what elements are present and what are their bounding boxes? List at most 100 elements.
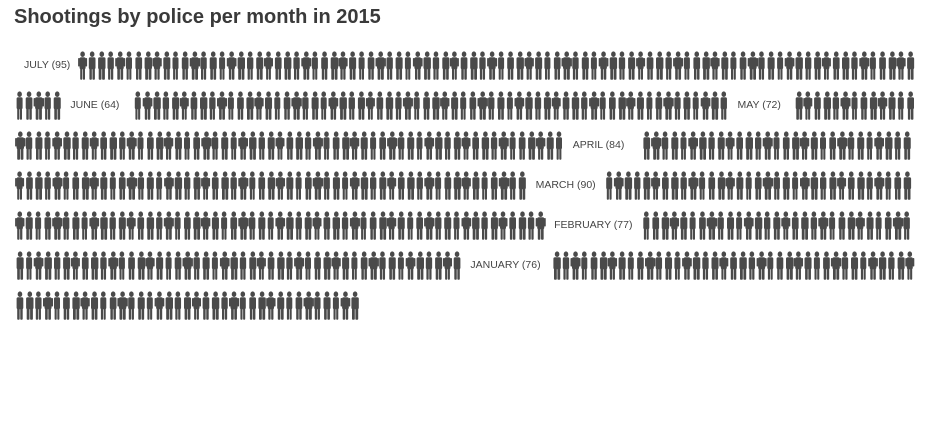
person-figure-july bbox=[311, 51, 318, 80]
person-figure-february bbox=[680, 211, 688, 240]
person-figure-july bbox=[404, 51, 411, 80]
person-figure-june bbox=[700, 91, 711, 120]
person-figure-march bbox=[453, 211, 460, 240]
person-figure-february bbox=[286, 251, 293, 280]
person-figure-june bbox=[134, 91, 141, 120]
person-figure-march bbox=[397, 211, 405, 240]
person-figure-april bbox=[643, 131, 651, 160]
person-figure-april bbox=[699, 131, 707, 160]
person-figure-january bbox=[748, 251, 756, 280]
person-figure-january bbox=[165, 291, 173, 320]
person-figure-april bbox=[725, 131, 735, 160]
person-figure-january bbox=[202, 291, 210, 320]
person-figure-may bbox=[63, 131, 71, 160]
person-figure-july bbox=[590, 51, 597, 80]
person-figure-may bbox=[461, 131, 471, 160]
person-figure-january bbox=[117, 291, 128, 320]
person-figure-june bbox=[402, 91, 413, 120]
person-figure-february bbox=[156, 251, 164, 280]
person-figure-april bbox=[453, 171, 462, 200]
person-figure-may bbox=[509, 131, 516, 160]
person-figure-july bbox=[460, 51, 468, 80]
person-figure-april bbox=[444, 171, 452, 200]
person-figure-june bbox=[618, 91, 626, 120]
person-figure-january bbox=[767, 251, 774, 280]
person-figure-may bbox=[795, 91, 803, 120]
person-figure-february bbox=[277, 251, 285, 280]
person-figure-july bbox=[777, 51, 784, 80]
person-figure-may bbox=[286, 131, 294, 160]
person-figure-march bbox=[866, 171, 873, 200]
person-figure-january bbox=[43, 291, 54, 320]
person-figure-june bbox=[385, 91, 394, 120]
person-figure-july bbox=[859, 51, 870, 80]
person-figure-july bbox=[572, 51, 579, 80]
person-figure-may bbox=[25, 131, 33, 160]
person-figure-april bbox=[397, 171, 405, 200]
person-figure-march bbox=[156, 211, 163, 240]
person-figure-july bbox=[274, 51, 282, 80]
person-figure-february bbox=[70, 251, 80, 280]
person-figure-may bbox=[498, 131, 509, 160]
person-figure-june bbox=[581, 91, 588, 120]
person-figure-june bbox=[365, 91, 375, 120]
person-figure-april bbox=[847, 131, 855, 160]
person-figure-january bbox=[100, 291, 107, 320]
person-figure-july bbox=[163, 51, 171, 80]
month-label: MAY (72) bbox=[738, 99, 781, 111]
person-figure-july bbox=[53, 91, 61, 120]
person-figure-june bbox=[311, 91, 319, 120]
person-figure-may bbox=[877, 91, 888, 120]
person-figure-march bbox=[435, 211, 442, 240]
person-figure-march bbox=[829, 171, 837, 200]
person-figure-april bbox=[387, 171, 397, 200]
person-figure-january bbox=[174, 291, 182, 320]
person-figure-june bbox=[265, 91, 273, 120]
person-figure-february bbox=[294, 251, 305, 280]
person-figure-march bbox=[81, 211, 88, 240]
person-figure-april bbox=[837, 131, 848, 160]
person-figure-february bbox=[219, 251, 230, 280]
person-figure-may bbox=[323, 131, 330, 160]
person-figure-may bbox=[860, 91, 868, 120]
person-figure-may bbox=[453, 131, 461, 160]
person-figure-july bbox=[747, 51, 759, 80]
person-figure-march bbox=[44, 211, 52, 240]
person-figure-april bbox=[773, 131, 780, 160]
person-figure-march bbox=[651, 171, 661, 200]
person-figure-april bbox=[63, 171, 70, 200]
person-figure-june bbox=[283, 91, 291, 120]
person-figure-july bbox=[172, 51, 179, 80]
person-figure-june bbox=[655, 91, 663, 120]
person-figure-april bbox=[126, 171, 138, 200]
person-figure-march bbox=[360, 211, 367, 240]
person-figure-march bbox=[323, 211, 331, 240]
person-figure-april bbox=[164, 171, 174, 200]
person-figure-june bbox=[488, 91, 495, 120]
person-figure-february bbox=[435, 251, 443, 280]
person-figure-january bbox=[137, 291, 145, 320]
person-figure-june bbox=[142, 91, 153, 120]
person-figure-april bbox=[249, 171, 256, 200]
person-figure-february bbox=[81, 251, 89, 280]
person-figure-february bbox=[875, 211, 882, 240]
person-figure-april bbox=[35, 171, 43, 200]
person-figure-july bbox=[561, 51, 572, 80]
person-figure-april bbox=[44, 171, 51, 200]
person-figure-march bbox=[35, 211, 42, 240]
person-figure-march bbox=[349, 211, 360, 240]
person-figure-july bbox=[293, 51, 300, 80]
person-figure-january bbox=[830, 251, 842, 280]
person-figure-march bbox=[699, 171, 706, 200]
person-figure-april bbox=[146, 171, 154, 200]
person-figure-may bbox=[147, 131, 154, 160]
person-figure-july bbox=[78, 51, 88, 80]
person-figure-april bbox=[174, 171, 183, 200]
person-figure-march bbox=[15, 211, 25, 240]
person-figure-june bbox=[551, 91, 561, 120]
person-figure-march bbox=[163, 211, 174, 240]
person-figure-may bbox=[490, 131, 498, 160]
person-figure-march bbox=[72, 211, 80, 240]
person-figure-may bbox=[407, 131, 415, 160]
